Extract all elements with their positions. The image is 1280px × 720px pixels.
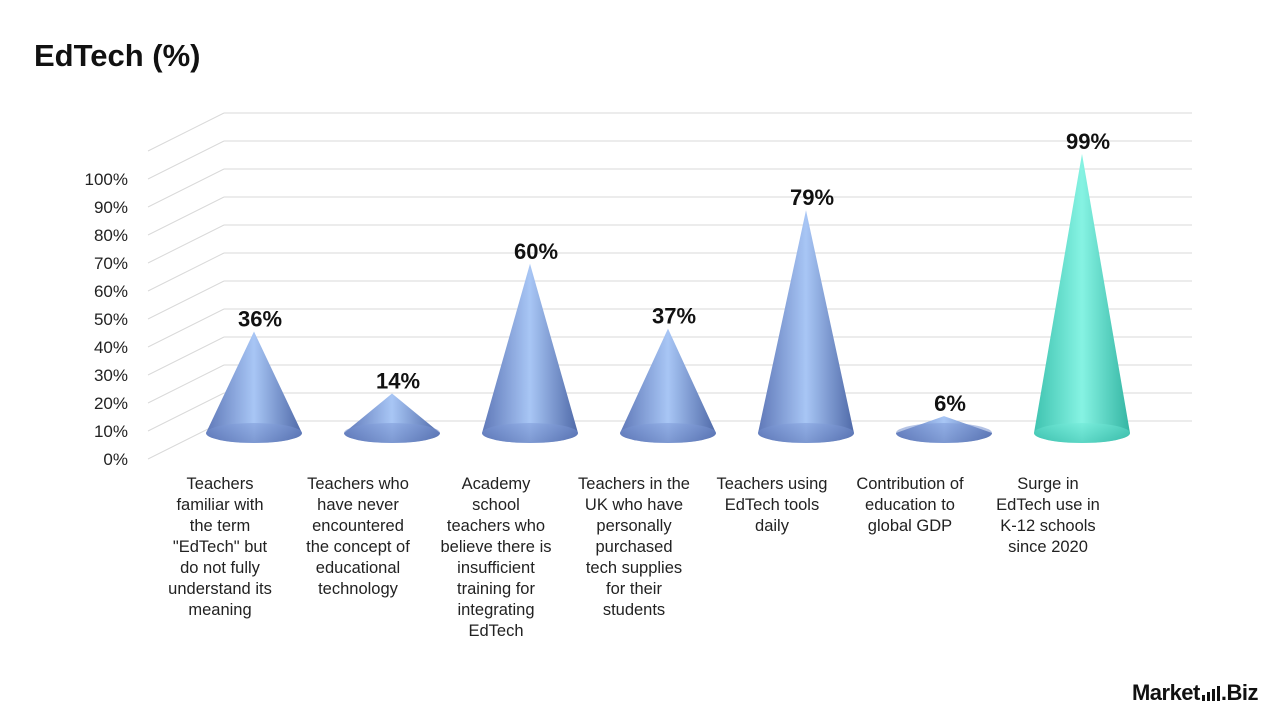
- gridline-diagonal: [147, 308, 225, 348]
- gridline-diagonal: [147, 224, 225, 264]
- data-label: 99%: [1066, 129, 1110, 154]
- category-label-line: global GDP: [868, 517, 952, 535]
- category-label: Teachers in the UK who have personally purc…: [578, 475, 690, 619]
- gridline-diagonal: [147, 280, 225, 320]
- cone-base: [758, 423, 854, 443]
- category-label-line: believe there is: [441, 538, 552, 556]
- cone-base: [1034, 423, 1130, 443]
- gridline-diagonal: [147, 168, 225, 208]
- category-label-line: educational: [316, 559, 400, 577]
- category-label-line: for their: [606, 580, 662, 598]
- cone-mark: [482, 263, 578, 443]
- category-labels: Teachers familiar with the term "EdTech" bu…: [168, 475, 1100, 640]
- gridline-diagonal: [147, 196, 225, 236]
- y-tick-label: 10%: [94, 422, 128, 441]
- y-tick-label: 50%: [94, 310, 128, 329]
- category-label-line: Surge in: [1017, 475, 1078, 493]
- category-label-line: personally: [596, 517, 672, 535]
- gridline-diagonal: [147, 112, 225, 152]
- category-label: Surge in EdTech use in K-12 schools since 2…: [996, 475, 1100, 556]
- cone-base: [896, 423, 992, 443]
- data-label: 37%: [652, 304, 696, 329]
- gridline-diagonal: [147, 252, 225, 292]
- category-label-line: Academy: [462, 475, 532, 493]
- category-label: Teachers familiar with the term "EdTech" bu…: [168, 475, 272, 619]
- category-label-line: since 2020: [1008, 538, 1088, 556]
- gridline-diagonal: [147, 140, 225, 180]
- category-label: Teachers who have never encountered the con…: [306, 475, 410, 598]
- category-label-line: EdTech use in: [996, 496, 1100, 514]
- category-label-line: familiar with: [176, 496, 263, 514]
- y-tick-label: 70%: [94, 254, 128, 273]
- y-tick-label: 30%: [94, 366, 128, 385]
- category-label-line: Teachers who: [307, 475, 409, 493]
- y-tick-label: 90%: [94, 198, 128, 217]
- category-label-line: EdTech tools: [725, 496, 819, 514]
- category-label-line: the term: [190, 517, 251, 535]
- brand-part2: Biz: [1226, 680, 1259, 705]
- category-label-line: the concept of: [306, 538, 410, 556]
- category-label-line: "EdTech" but: [173, 538, 268, 556]
- cone-base: [206, 423, 302, 443]
- category-label-line: insufficient: [457, 559, 535, 577]
- y-tick-label: 60%: [94, 282, 128, 301]
- category-label-line: training for: [457, 580, 535, 598]
- cone-base: [344, 423, 440, 443]
- cone-base: [482, 423, 578, 443]
- category-label-line: K-12 schools: [1000, 517, 1095, 535]
- category-label: Contribution of education to global GDP: [856, 475, 964, 535]
- cone-mark: [620, 328, 716, 443]
- y-axis-ticks: 0% 10% 20% 30% 40% 50% 60% 70% 80% 90% 100%: [85, 170, 128, 469]
- cone-base: [620, 423, 716, 443]
- category-label-line: technology: [318, 580, 399, 598]
- category-label-line: school: [472, 496, 520, 514]
- cone-mark: [758, 210, 854, 443]
- cone-mark: [1034, 153, 1130, 443]
- category-label-line: encountered: [312, 517, 404, 535]
- category-label-line: tech supplies: [586, 559, 682, 577]
- y-tick-label: 40%: [94, 338, 128, 357]
- category-label-line: Teachers using: [717, 475, 828, 493]
- chart-title: EdTech (%): [34, 38, 201, 73]
- y-tick-label: 20%: [94, 394, 128, 413]
- data-label: 6%: [934, 391, 966, 416]
- gridline-diagonal: [147, 364, 225, 404]
- data-label: 36%: [238, 306, 282, 331]
- category-label: Academy school teachers who believe there i…: [441, 475, 552, 640]
- category-label-line: teachers who: [447, 517, 545, 535]
- category-label-line: Contribution of: [856, 475, 964, 493]
- category-label-line: Teachers: [187, 475, 254, 493]
- cones: [206, 153, 1130, 443]
- y-tick-label: 0%: [103, 450, 128, 469]
- category-label-line: purchased: [595, 538, 672, 556]
- category-label-line: understand its: [168, 580, 272, 598]
- y-tick-label: 80%: [94, 226, 128, 245]
- data-label: 79%: [790, 185, 834, 210]
- category-label-line: Teachers in the: [578, 475, 690, 493]
- category-label: Teachers using EdTech tools daily: [717, 475, 828, 535]
- category-label-line: daily: [755, 517, 790, 535]
- category-label-line: have never: [317, 496, 399, 514]
- category-label-line: UK who have: [585, 496, 683, 514]
- category-label-line: students: [603, 601, 665, 619]
- bar-chart-icon: [1201, 686, 1220, 701]
- data-label: 14%: [376, 369, 420, 394]
- data-labels: 36% 14% 60% 37% 79% 6% 99%: [238, 129, 1110, 416]
- brand-logo: Market . Biz: [1131, 680, 1259, 706]
- category-label-line: meaning: [188, 601, 251, 619]
- category-label-line: education to: [865, 496, 955, 514]
- category-label-line: do not fully: [180, 559, 261, 577]
- cone-mark: [206, 331, 302, 443]
- category-label-line: integrating: [457, 601, 534, 619]
- gridline-diagonal: [147, 392, 225, 432]
- category-label-line: EdTech: [468, 622, 523, 640]
- y-tick-label: 100%: [85, 170, 128, 189]
- brand-dot: .: [1220, 680, 1227, 705]
- data-label: 60%: [514, 239, 558, 264]
- brand-part1: Market: [1131, 680, 1200, 705]
- gridline-diagonal: [147, 336, 225, 376]
